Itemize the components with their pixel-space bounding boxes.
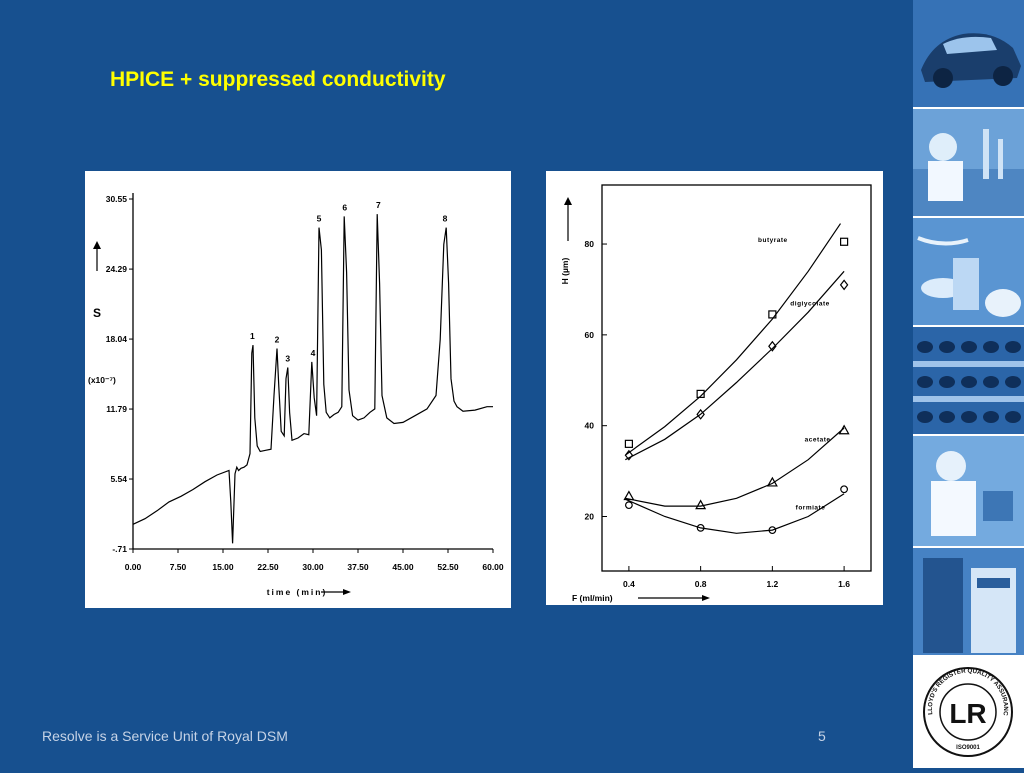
hplot-point-formiate — [768, 526, 777, 535]
hplot-fit-acetate — [625, 427, 845, 507]
hplot-point-acetate — [623, 490, 635, 501]
chrom-peak-label: 8 — [443, 214, 448, 224]
chrom-peak-label: 7 — [376, 200, 381, 210]
hplot-point-butyrate — [840, 237, 849, 246]
logo-initials: LR — [949, 698, 986, 729]
photo-sidebar — [913, 0, 1024, 768]
hplot-series-label: digiycolate — [790, 300, 829, 307]
hplot-series-label: formiate — [796, 505, 826, 512]
chrom-xtick-label: 30.00 — [302, 562, 324, 572]
lab-photo-2 — [913, 436, 1024, 546]
hplot-point-digiycolate — [839, 279, 849, 291]
chrom-yunit: (x10⁻⁷) — [88, 375, 116, 385]
hplot-point-butyrate — [696, 389, 705, 398]
hplot-xtick-label: 1.6 — [838, 579, 850, 589]
hplot-frame — [601, 184, 872, 572]
hplot-point-formiate — [840, 485, 849, 494]
chrom-ytick-label: 24.29 — [106, 264, 128, 274]
lloyds-register-logo: LLOYD'S REGISTER QUALITY ASSURANCE ISO90… — [911, 652, 1024, 768]
chrom-peak-label: 6 — [342, 202, 347, 212]
chrom-peak-label: 2 — [275, 334, 280, 344]
hplot-ytick-label: 20 — [585, 512, 595, 522]
hplot-ytick-label: 80 — [585, 239, 595, 249]
chrom-peak-label: 1 — [250, 331, 255, 341]
hplot-point-acetate — [838, 424, 850, 435]
chrom-ytick-label: 5.54 — [110, 474, 127, 484]
chrom-peak-label: 5 — [317, 214, 322, 224]
hplot-ytick-label: 40 — [585, 421, 595, 431]
plate-height-chart: 0.4 0.8 1.2 1.6 20 40 60 80 butyrate digiycolate… — [560, 184, 872, 603]
hplot-x-arrowhead — [702, 595, 710, 601]
chrom-xlabel: time (min) — [267, 587, 328, 597]
chrom-peak-label: 4 — [311, 348, 316, 358]
chrom-xtick-label: 45.00 — [392, 562, 414, 572]
hplot-point-butyrate — [624, 439, 634, 448]
hplot-xtick-label: 1.2 — [766, 579, 778, 589]
chrom-xtick-label: 37.50 — [347, 562, 369, 572]
car-photo — [913, 0, 1024, 107]
chrom-y-arrowhead — [93, 241, 101, 249]
hplot-xtick-label: 0.4 — [623, 579, 635, 589]
chrom-x-arrowhead — [343, 589, 351, 595]
plate-height-panel: 0.4 0.8 1.2 1.6 20 40 60 80 butyrate digiycolate… — [546, 171, 883, 605]
hplot-point-acetate — [766, 476, 778, 487]
chrom-xtick-label: 60.00 — [482, 562, 504, 572]
footer-text: Resolve is a Service Unit of Royal DSM — [42, 728, 288, 744]
chrom-xtick-label: 0.00 — [125, 562, 142, 572]
chrom-ytick-label: -.71 — [112, 544, 127, 554]
hplot-point-formiate — [696, 523, 705, 532]
hplot-point-butyrate — [768, 310, 777, 319]
chrom-ytick-label: 18.04 — [106, 334, 128, 344]
hplot-series-label: acetate — [805, 437, 831, 444]
hplot-fit-formiate — [625, 493, 845, 534]
hplot-xtick-label: 0.8 — [695, 579, 707, 589]
chromatogram-panel: 0.00 7.50 15.00 22.50 30.00 37.50 45.00 52.50 60… — [85, 171, 511, 608]
hplot-point-digiycolate — [696, 408, 705, 420]
chrom-xtick-label: 22.50 — [257, 562, 279, 572]
hplot-ytick-label: 60 — [585, 330, 595, 340]
hplot-y-arrowhead — [564, 197, 572, 205]
logo-code: ISO9001 — [956, 745, 980, 751]
hplot-fit-butyrate — [624, 223, 841, 456]
chrom-xtick-label: 7.50 — [170, 562, 187, 572]
food-photo — [913, 218, 1024, 325]
page-number: 5 — [818, 728, 826, 744]
chrom-trace — [132, 214, 493, 544]
chrom-peak-label: 3 — [285, 354, 290, 364]
chrom-ytick-label: 30.55 — [106, 194, 128, 204]
bottles-photo — [913, 327, 1024, 434]
chromatogram-chart: 0.00 7.50 15.00 22.50 30.00 37.50 45.00 52.50 60… — [88, 193, 504, 597]
lab-photo-1 — [913, 109, 1024, 216]
hplot-xlabel: F (ml/min) — [572, 593, 613, 603]
hplot-series-label: butyrate — [758, 237, 788, 244]
chrom-xtick-label: 15.00 — [212, 562, 234, 572]
slide-title: HPICE + suppressed conductivity — [110, 68, 446, 91]
hplot-point-digiycolate — [624, 449, 634, 461]
chrom-xtick-label: 52.50 — [437, 562, 459, 572]
hplot-point-formiate — [624, 501, 633, 510]
chrom-ytick-label: 11.79 — [106, 404, 127, 414]
chrom-ylabel: S — [93, 306, 101, 320]
hplot-point-digiycolate — [768, 340, 777, 352]
hplot-point-acetate — [695, 499, 707, 510]
hplot-ylabel: H (µm) — [560, 258, 570, 285]
hplot-fit-digiycolate — [625, 270, 845, 461]
equipment-photo — [913, 548, 1024, 655]
